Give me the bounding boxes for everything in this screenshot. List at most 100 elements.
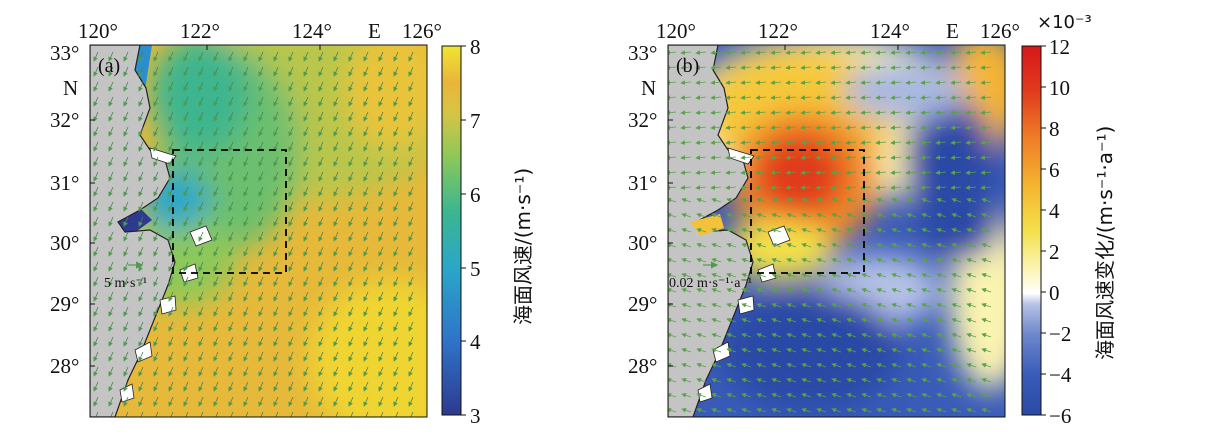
wind-vector-arrow — [875, 80, 887, 85]
wind-vector-arrow — [831, 272, 842, 278]
wind-vector-arrow — [363, 186, 369, 197]
wind-vector-arrow — [741, 197, 752, 203]
wind-vector-arrow — [363, 141, 369, 152]
wind-vector-arrow — [756, 287, 767, 293]
wind-vector-arrow — [695, 50, 707, 55]
wind-vector-arrow — [153, 171, 159, 182]
wind-vector-arrow — [876, 332, 887, 338]
wind-vector-arrow — [966, 407, 977, 413]
wind-vector-arrow — [861, 317, 872, 323]
wind-vector-arrow — [198, 66, 204, 77]
wind-vector-arrow — [258, 156, 264, 167]
wind-vector-arrow — [348, 336, 354, 347]
wind-vector-arrow — [801, 197, 812, 203]
wind-vector-arrow — [153, 291, 159, 302]
wind-vector-arrow — [93, 186, 99, 197]
panel-b-colorbar-tick: 2 — [1049, 240, 1060, 264]
wind-vector-arrow — [920, 110, 932, 115]
wind-vector-arrow — [681, 212, 692, 218]
wind-vector-arrow — [875, 65, 887, 70]
wind-vector-arrow — [861, 362, 872, 368]
wind-vector-arrow — [213, 336, 219, 347]
wind-vector-arrow — [333, 366, 339, 377]
wind-vector-arrow — [408, 246, 414, 257]
wind-vector-arrow — [333, 246, 339, 257]
panel-b-colorbar-tick: 8 — [1049, 117, 1060, 141]
wind-vector-arrow — [378, 381, 384, 392]
wind-vector-arrow — [981, 227, 992, 233]
panel-a-lat-tick: 29° — [50, 292, 79, 316]
wind-vector-arrow — [951, 407, 962, 413]
wind-vector-arrow — [288, 336, 294, 347]
wind-vector-arrow — [668, 185, 677, 190]
wind-vector-arrow — [725, 65, 737, 70]
wind-vector-arrow — [333, 216, 339, 227]
wind-vector-arrow — [138, 321, 144, 332]
wind-vector-arrow — [168, 96, 174, 107]
wind-vector-arrow — [891, 347, 902, 353]
wind-vector-arrow — [755, 185, 767, 190]
wind-vector-arrow — [861, 332, 872, 338]
wind-vector-arrow — [348, 66, 354, 77]
wind-vector-arrow — [243, 51, 249, 62]
wind-vector-arrow — [756, 257, 767, 263]
wind-vector-arrow — [213, 126, 219, 137]
wind-vector-arrow — [696, 227, 707, 233]
wind-vector-arrow — [860, 65, 872, 70]
wind-vector-arrow — [876, 242, 887, 248]
wind-vector-arrow — [108, 276, 114, 287]
wind-vector-arrow — [378, 141, 384, 152]
wind-vector-arrow — [891, 362, 902, 368]
wind-vector-arrow — [348, 81, 354, 92]
wind-vector-arrow — [740, 80, 752, 85]
wind-vector-arrow — [303, 321, 309, 332]
wind-vector-arrow — [726, 317, 737, 323]
wind-vector-arrow — [408, 381, 414, 392]
wind-vector-arrow — [950, 170, 962, 175]
wind-vector-arrow — [378, 66, 384, 77]
wind-vector-arrow — [348, 261, 354, 272]
wind-vector-arrow — [363, 336, 369, 347]
wind-vector-arrow — [981, 332, 992, 338]
wind-vector-arrow — [198, 51, 204, 62]
wind-vector-arrow — [726, 332, 737, 338]
wind-vector-arrow — [93, 336, 99, 347]
wind-vector-arrow — [348, 366, 354, 377]
wind-vector-arrow — [168, 381, 174, 392]
wind-vector-arrow — [288, 351, 294, 362]
wind-vector-arrow — [816, 347, 827, 353]
wind-vector-arrow — [771, 392, 782, 398]
wind-vector-arrow — [183, 141, 189, 152]
wind-vector-arrow — [696, 347, 707, 353]
wind-vector-arrow — [183, 351, 189, 362]
wind-vector-arrow — [318, 171, 324, 182]
wind-vector-arrow — [288, 231, 294, 242]
wind-vector-arrow — [363, 276, 369, 287]
wind-vector-arrow — [861, 272, 872, 278]
panel-b-field — [668, 45, 1005, 417]
wind-vector-arrow — [348, 291, 354, 302]
wind-vector-arrow — [168, 51, 174, 62]
wind-vector-arrow — [333, 156, 339, 167]
wind-vector-arrow — [800, 155, 812, 160]
wind-vector-arrow — [228, 96, 234, 107]
wind-vector-arrow — [123, 171, 129, 182]
panel-b-colorbar-tick: 4 — [1049, 199, 1060, 223]
wind-vector-arrow — [363, 111, 369, 122]
wind-vector-arrow — [890, 80, 902, 85]
wind-vector-arrow — [243, 156, 249, 167]
wind-vector-arrow — [183, 171, 189, 182]
wind-vector-arrow — [725, 140, 737, 145]
wind-vector-arrow — [258, 351, 264, 362]
wind-vector-arrow — [393, 156, 399, 167]
wind-vector-arrow — [981, 302, 992, 308]
wind-vector-arrow — [756, 362, 767, 368]
wind-vector-arrow — [333, 186, 339, 197]
wind-vector-arrow — [348, 126, 354, 137]
wind-vector-arrow — [258, 216, 264, 227]
wind-vector-arrow — [816, 377, 827, 383]
wind-vector-arrow — [228, 156, 234, 167]
wind-vector-arrow — [816, 227, 827, 233]
wind-vector-arrow — [981, 377, 992, 383]
wind-vector-arrow — [966, 362, 977, 368]
